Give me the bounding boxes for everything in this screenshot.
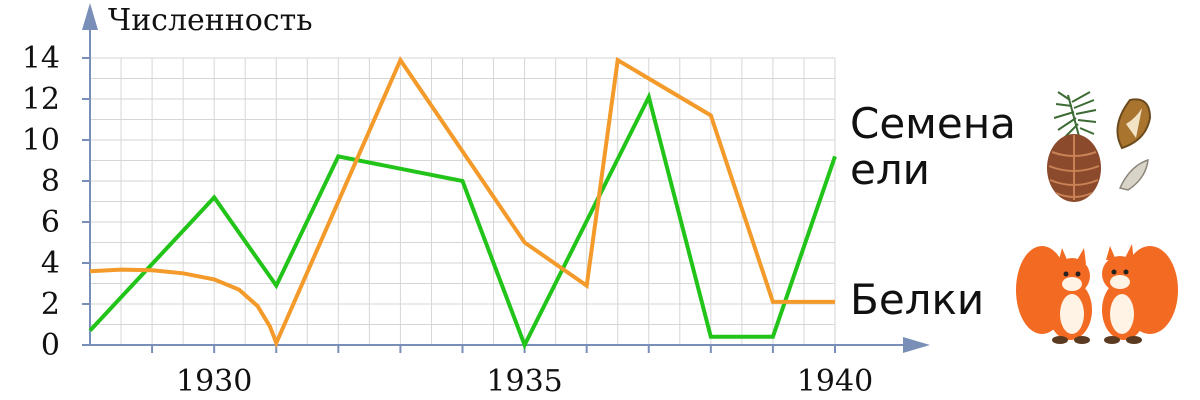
x-tick-label: 1940 — [797, 364, 873, 399]
x-tick-label: 1935 — [486, 364, 562, 399]
legend-squirrels-label: Белки — [850, 275, 984, 324]
axes — [82, 3, 930, 353]
y-tick-label: 4 — [41, 246, 60, 281]
spruce-cone-and-seeds-icon — [1047, 91, 1152, 202]
legend-seeds-label-line2: ели — [850, 145, 930, 194]
y-tick-label: 10 — [22, 123, 60, 158]
series-line-seeds — [88, 91, 837, 350]
y-tick-label: 6 — [41, 205, 60, 240]
y-tick-label: 14 — [22, 41, 60, 76]
ticks: 1930 1935 1940 0 2 4 6 8 10 12 14 — [22, 41, 873, 399]
y-tick-label: 2 — [41, 287, 60, 322]
x-axis-arrow — [903, 337, 930, 353]
y-tick-label: 12 — [22, 82, 60, 117]
y-axis-title: Численность — [108, 3, 313, 38]
series-line-squirrels — [89, 55, 835, 349]
y-tick-label: 8 — [41, 164, 60, 199]
legend-seeds: Семена ели — [850, 91, 1152, 202]
x-tick-label: 1930 — [176, 364, 252, 399]
series — [88, 55, 837, 350]
legend-squirrels: Белки — [850, 244, 1178, 344]
squirrels-icon — [1016, 244, 1178, 344]
legend-seeds-label-line1: Семена — [850, 99, 1016, 148]
grid — [90, 57, 836, 345]
y-tick-label: 0 — [41, 328, 60, 363]
y-axis-arrow — [82, 3, 98, 30]
